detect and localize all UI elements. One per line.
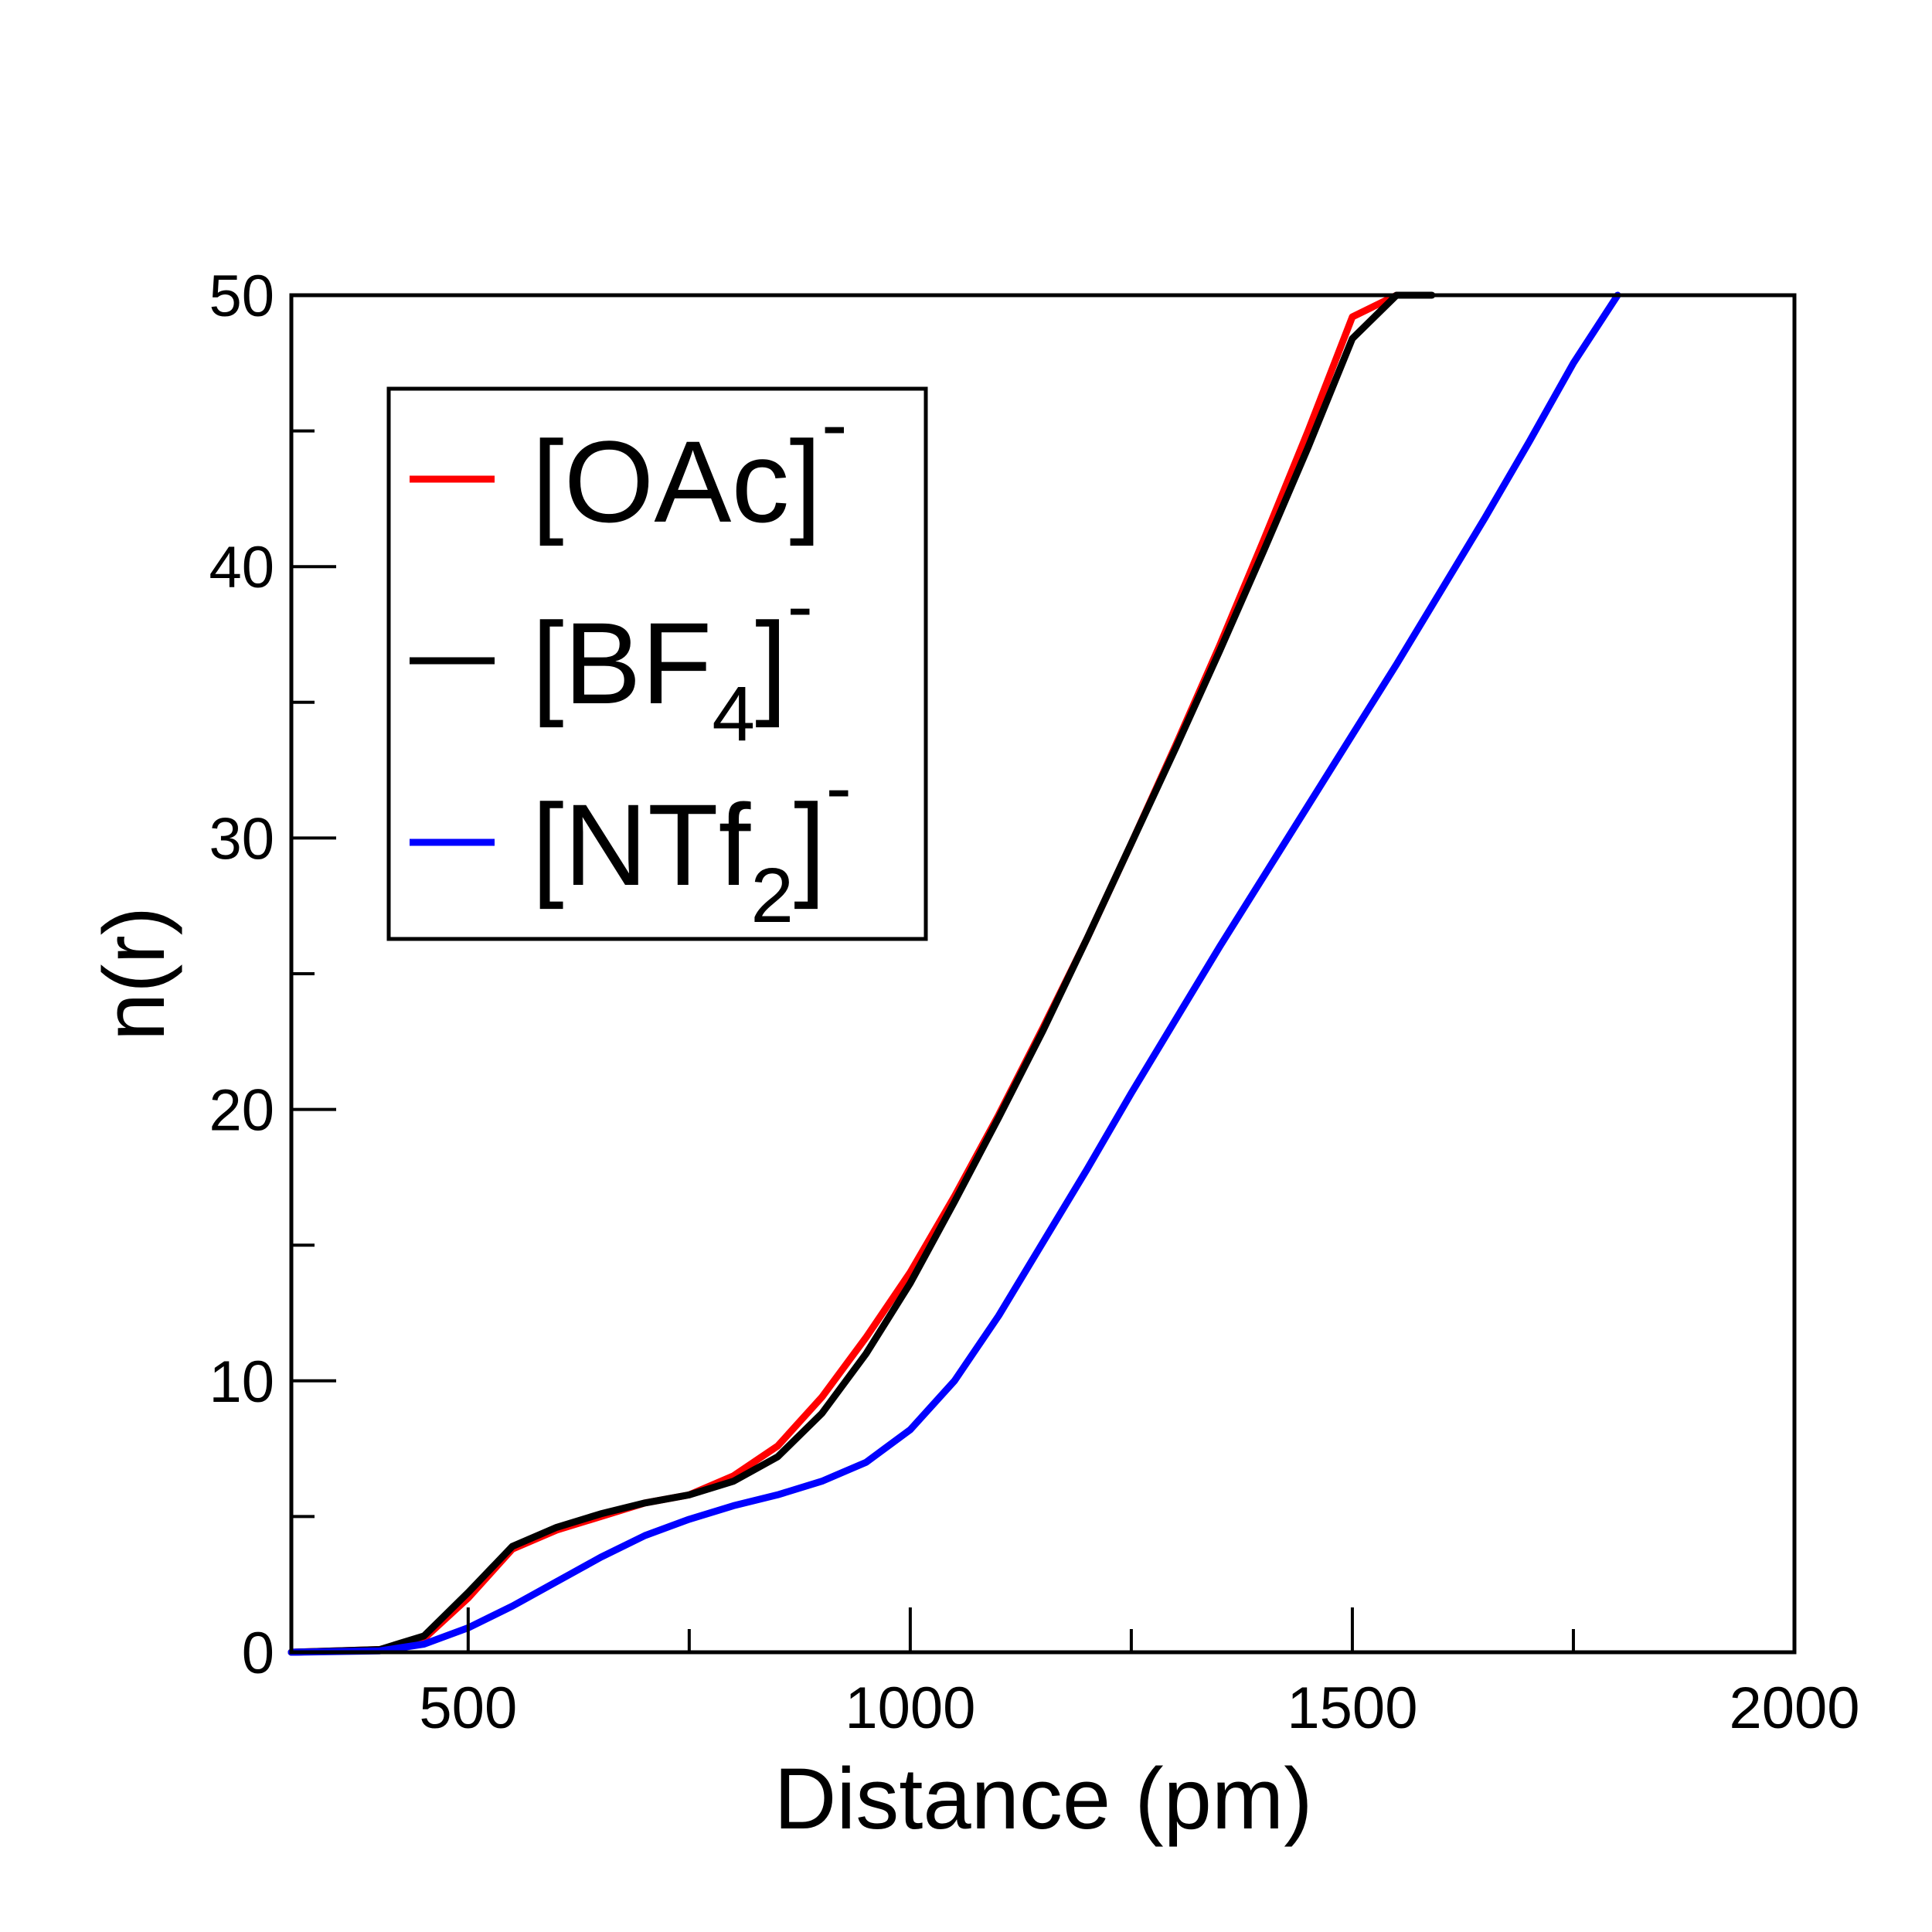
axis-ticks: [291, 294, 1796, 1654]
y-tick-label: 50: [209, 264, 274, 329]
plot-lines: [287, 291, 1621, 1656]
x-tick-label: 2000: [1729, 1675, 1859, 1741]
y-axis-title: n(r): [86, 906, 182, 1041]
x-tick-label: 1000: [845, 1675, 975, 1741]
y-tick-label: 40: [209, 535, 274, 600]
tick-labels: 500 1000 1500 2000 0 10 20 30 40 50: [209, 264, 1859, 1741]
legend-entry-1: [BF4]-: [410, 563, 813, 757]
y-tick-label: 0: [242, 1621, 274, 1686]
y-tick-label: 20: [209, 1078, 274, 1144]
legend-entry-2: [NTf2]-: [410, 744, 852, 939]
legend-entry-0: [OAc]-: [410, 381, 847, 546]
x-axis-title: Distance (pm): [774, 1750, 1312, 1847]
y-tick-label: 30: [209, 806, 274, 872]
x-tick-label: 500: [419, 1675, 517, 1741]
x-tick-label: 1500: [1287, 1675, 1417, 1741]
legend-label: [BF4]-: [532, 563, 813, 757]
series-line-1: [287, 291, 1436, 1656]
series-line-2: [287, 291, 1621, 1656]
legend-label: [NTf2]-: [532, 744, 852, 939]
y-tick-label: 10: [209, 1349, 274, 1415]
legend: [OAc]- [BF4]-[NTf2]-: [386, 381, 928, 941]
legend-label: [OAc]-: [532, 381, 847, 546]
